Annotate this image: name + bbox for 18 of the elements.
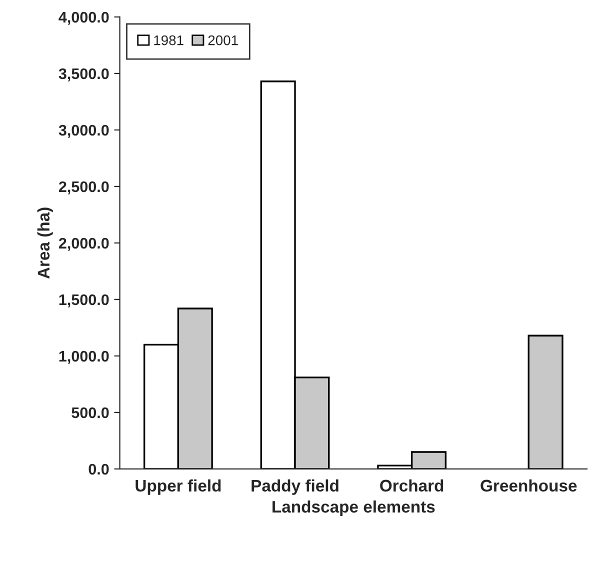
y-tick-label: 3,000.0 (58, 124, 109, 138)
legend-label: 2001 (208, 35, 238, 46)
y-tick-label: 1,000.0 (59, 350, 109, 364)
legend-label: 1981 (154, 35, 184, 46)
x-axis-title: Landscape elements (272, 500, 435, 516)
y-tick-label: 0.0 (88, 464, 109, 475)
y-axis-title: Area (ha) (37, 208, 53, 279)
y-tick-label: 4,000.0 (58, 12, 109, 25)
y-tick-label: 2,500.0 (58, 181, 109, 194)
x-tick-label: Orchard (380, 479, 444, 492)
y-tick-label: 2,000.0 (58, 238, 109, 251)
x-tick-label: Upper field (136, 479, 221, 495)
x-tick-label: Paddy field (252, 479, 338, 495)
y-tick-label: 1,500.0 (59, 294, 109, 308)
y-tick-label: 500.0 (72, 407, 109, 418)
x-tick-label: Greenhouse (480, 479, 577, 492)
bar (528, 334, 564, 469)
y-tick-label: 3,500.0 (58, 68, 109, 82)
